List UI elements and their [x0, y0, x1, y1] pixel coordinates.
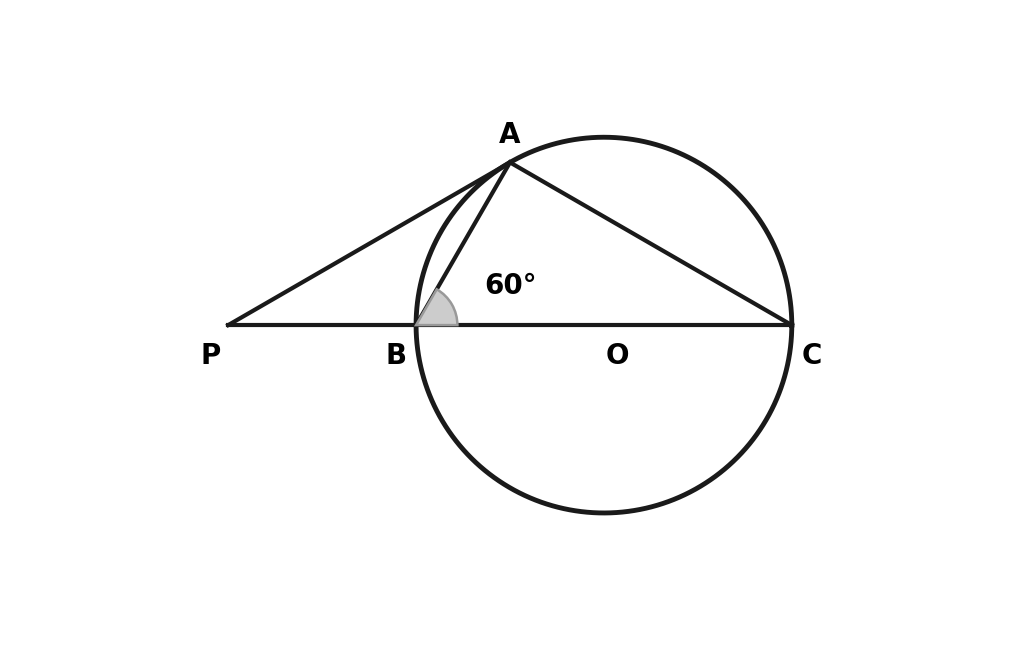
Text: O: O [604, 342, 629, 370]
Wedge shape [416, 289, 457, 325]
Text: B: B [385, 342, 407, 370]
Text: P: P [201, 342, 220, 370]
Text: C: C [800, 342, 820, 370]
Text: A: A [498, 121, 521, 149]
Text: 60°: 60° [484, 272, 536, 300]
